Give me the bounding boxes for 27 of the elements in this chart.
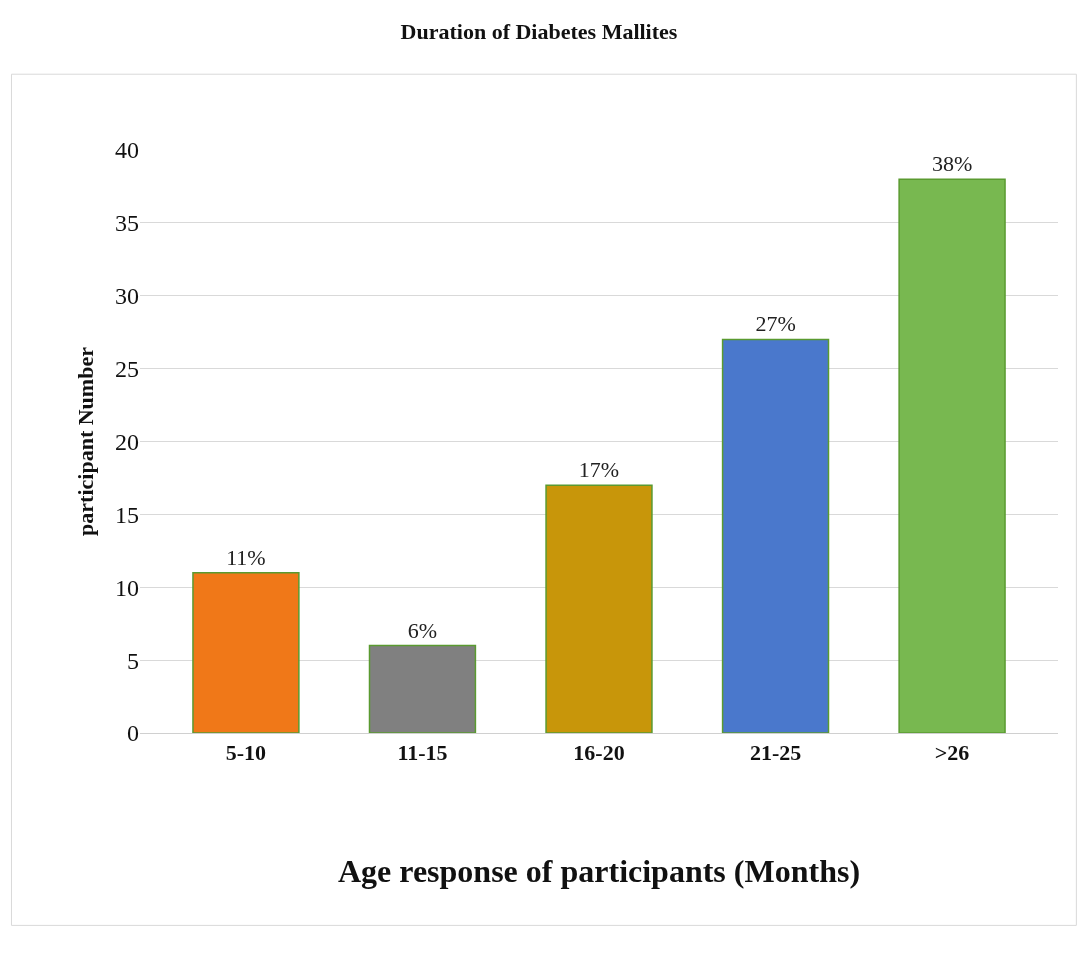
x-tick-label: 21-25 [749, 740, 802, 766]
y-axis-title: participant Number [72, 346, 98, 536]
bar [545, 484, 653, 733]
data-label: 27% [755, 311, 796, 337]
bar [721, 338, 830, 733]
bar [192, 571, 300, 733]
y-tick-label: 40 [115, 137, 139, 164]
data-label: 17% [578, 457, 620, 483]
x-tick-label: 16-20 [573, 740, 625, 766]
x-tick-label: 5-10 [225, 740, 267, 766]
y-tick-label: 10 [115, 574, 139, 601]
y-tick-label: 0 [127, 720, 139, 747]
data-label: 6% [407, 617, 438, 643]
x-tick-label: >26 [934, 740, 970, 766]
y-tick-label: 20 [115, 428, 139, 455]
data-label: 38% [931, 151, 973, 177]
chart-title: Duration of Diabetes Mallites [400, 19, 678, 45]
y-tick-label: 25 [115, 356, 139, 383]
x-axis-title: Age response of participants (Months) [337, 853, 861, 890]
y-tick-label: 35 [115, 210, 139, 237]
bar [898, 178, 1006, 733]
y-tick-label: 5 [127, 647, 139, 674]
y-tick-label: 15 [115, 501, 139, 528]
x-tick-label: 11-15 [397, 740, 448, 766]
bar [368, 644, 477, 733]
data-label: 11% [226, 544, 266, 570]
y-tick-label: 30 [115, 283, 139, 310]
